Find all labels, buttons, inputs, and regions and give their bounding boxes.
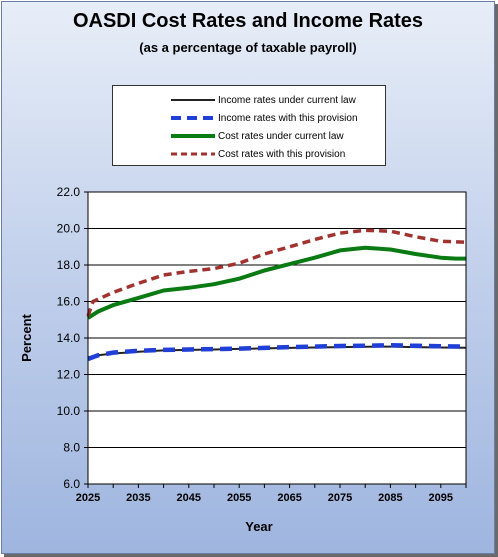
legend-label-cost-current: Cost rates under current law — [218, 131, 344, 142]
x-tick-label: 2065 — [277, 492, 301, 504]
y-tick-label: 22.0 — [57, 185, 81, 199]
legend-swatch-cost-current — [171, 134, 215, 138]
x-tick-label: 2055 — [227, 492, 251, 504]
legend-item-income-provision: Income rates with this provision — [113, 110, 385, 128]
legend-swatch-income-current — [171, 99, 215, 101]
x-tick-label: 2025 — [76, 492, 100, 504]
y-tick-label: 20.0 — [57, 222, 81, 236]
legend: Income rates under current law Income ra… — [112, 85, 386, 166]
x-axis-label: Year — [245, 519, 272, 534]
y-tick-label: 8.0 — [63, 441, 80, 455]
y-tick-label: 16.0 — [57, 295, 81, 309]
chart-title: OASDI Cost Rates and Income Rates — [72, 10, 424, 32]
legend-label-income-provision: Income rates with this provision — [218, 113, 358, 124]
x-tick-label: 2045 — [177, 492, 201, 504]
x-tick-label: 2075 — [328, 492, 352, 504]
x-tick-label: 2035 — [126, 492, 150, 504]
y-axis-label: Percent — [19, 313, 34, 361]
y-tick-label: 18.0 — [57, 258, 81, 272]
plot-border — [87, 191, 467, 485]
legend-item-income-current: Income rates under current law — [113, 92, 385, 110]
legend-swatch-income-provision — [171, 116, 215, 120]
gridlines — [84, 191, 467, 488]
legend-label-cost-provision: Cost rates with this provision — [218, 149, 346, 160]
legend-item-cost-provision: Cost rates with this provision — [113, 146, 385, 164]
y-tick-label: 12.0 — [57, 368, 81, 382]
x-tick-label: 2095 — [429, 492, 453, 504]
line-cost-provision — [86, 228, 467, 317]
line-cost-current — [86, 245, 466, 320]
y-axis-tick-labels: 22.0 20.0 18.0 16.0 14.0 12.0 10.0 8.0 6.0 — [57, 185, 81, 491]
x-axis-tick-labels: 2025 2035 2045 2055 2065 2075 2085 2095 — [76, 492, 453, 504]
y-tick-label: 6.0 — [63, 477, 80, 491]
legend-label-income-current: Income rates under current law — [218, 95, 356, 106]
legend-item-cost-current: Cost rates under current law — [113, 128, 385, 146]
chart-subtitle: (as a percentage of taxable payroll) — [139, 40, 357, 55]
y-tick-label: 14.0 — [57, 331, 81, 345]
x-tick-label: 2085 — [378, 492, 402, 504]
line-income-provision — [87, 343, 467, 362]
series-lines — [86, 228, 467, 362]
legend-swatch-cost-provision — [171, 152, 215, 156]
y-tick-label: 10.0 — [57, 404, 81, 418]
